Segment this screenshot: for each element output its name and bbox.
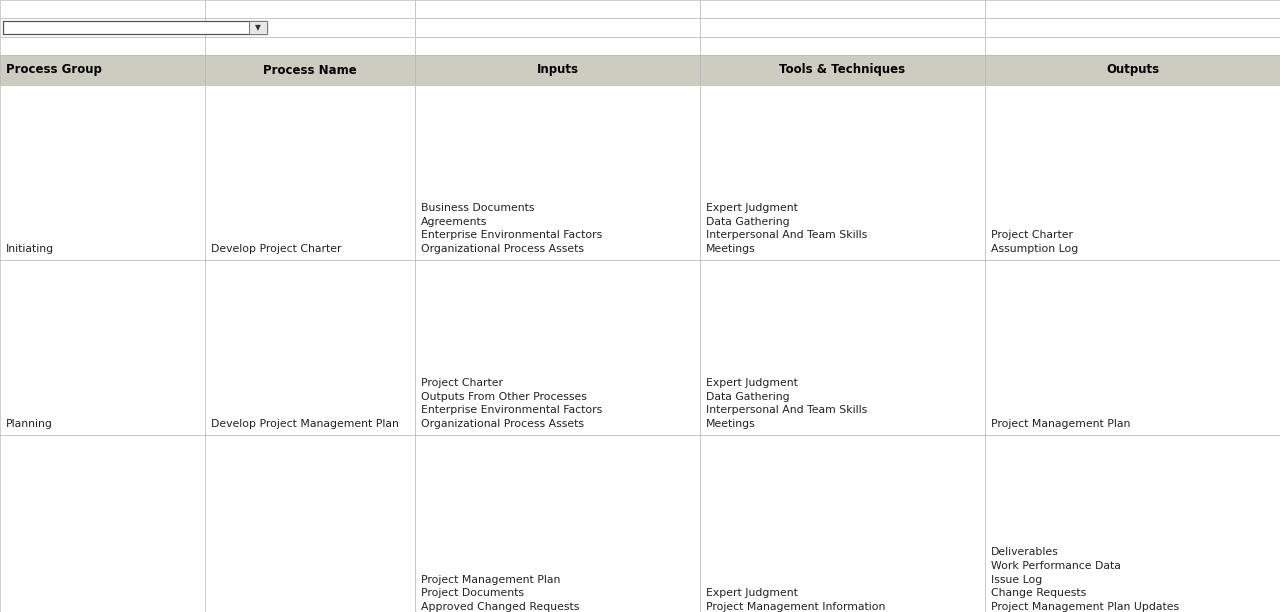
Bar	[700, 18, 986, 37]
Bar	[205, 18, 415, 37]
Text: Deliverables
Work Performance Data
Issue Log
Change Requests
Project Management : Deliverables Work Performance Data Issue…	[991, 547, 1203, 612]
Bar	[205, 55, 415, 85]
Text: Tools & Techniques: Tools & Techniques	[780, 64, 905, 76]
Text: Process Group: Process Group	[6, 64, 102, 76]
Text: Project Charter
Assumption Log: Project Charter Assumption Log	[991, 230, 1078, 254]
Bar	[0, 18, 205, 37]
Bar	[0, 37, 205, 55]
Bar	[205, 37, 415, 55]
Bar	[700, 85, 986, 260]
Text: ▼: ▼	[255, 23, 261, 32]
Bar	[700, 0, 986, 18]
Text: Project Charter
Outputs From Other Processes
Enterprise Environmental Factors
Or: Project Charter Outputs From Other Proce…	[421, 378, 603, 429]
Text: Process Name: Process Name	[264, 64, 357, 76]
Bar	[205, 0, 415, 18]
Bar	[700, 55, 986, 85]
Bar	[3, 21, 268, 34]
Text: Project Management Plan: Project Management Plan	[991, 419, 1130, 429]
Bar	[415, 18, 700, 37]
Bar	[415, 0, 700, 18]
Bar	[205, 260, 415, 435]
Text: Expert Judgment
Data Gathering
Interpersonal And Team Skills
Meetings: Expert Judgment Data Gathering Interpers…	[707, 203, 868, 254]
Bar	[415, 85, 700, 260]
Bar	[415, 435, 700, 612]
Bar	[986, 37, 1280, 55]
Text: Develop Project Charter: Develop Project Charter	[211, 244, 342, 254]
Text: Project Management Plan
Project Documents
Approved Changed Requests
Enterprise E: Project Management Plan Project Document…	[421, 575, 603, 612]
Bar	[986, 85, 1280, 260]
Bar	[700, 37, 986, 55]
Bar	[205, 85, 415, 260]
Bar	[0, 260, 205, 435]
Bar	[986, 18, 1280, 37]
Bar	[986, 0, 1280, 18]
Bar	[700, 260, 986, 435]
Bar	[0, 0, 205, 18]
Bar	[700, 435, 986, 612]
Bar	[0, 85, 205, 260]
Text: Business Documents
Agreements
Enterprise Environmental Factors
Organizational Pr: Business Documents Agreements Enterprise…	[421, 203, 603, 254]
Text: Initiating: Initiating	[6, 244, 54, 254]
Text: Inputs: Inputs	[536, 64, 579, 76]
Bar	[415, 37, 700, 55]
Bar	[0, 435, 205, 612]
Bar	[250, 21, 268, 34]
Bar	[415, 260, 700, 435]
Text: Expert Judgment
Project Management Information
System
Meetings: Expert Judgment Project Management Infor…	[707, 588, 886, 612]
Bar	[986, 260, 1280, 435]
Bar	[205, 435, 415, 612]
Bar	[0, 55, 205, 85]
Text: Expert Judgment
Data Gathering
Interpersonal And Team Skills
Meetings: Expert Judgment Data Gathering Interpers…	[707, 378, 868, 429]
Bar	[986, 55, 1280, 85]
Bar	[986, 435, 1280, 612]
Text: Outputs: Outputs	[1106, 64, 1160, 76]
Bar	[415, 55, 700, 85]
Text: Planning: Planning	[6, 419, 52, 429]
Text: Develop Project Management Plan: Develop Project Management Plan	[211, 419, 399, 429]
